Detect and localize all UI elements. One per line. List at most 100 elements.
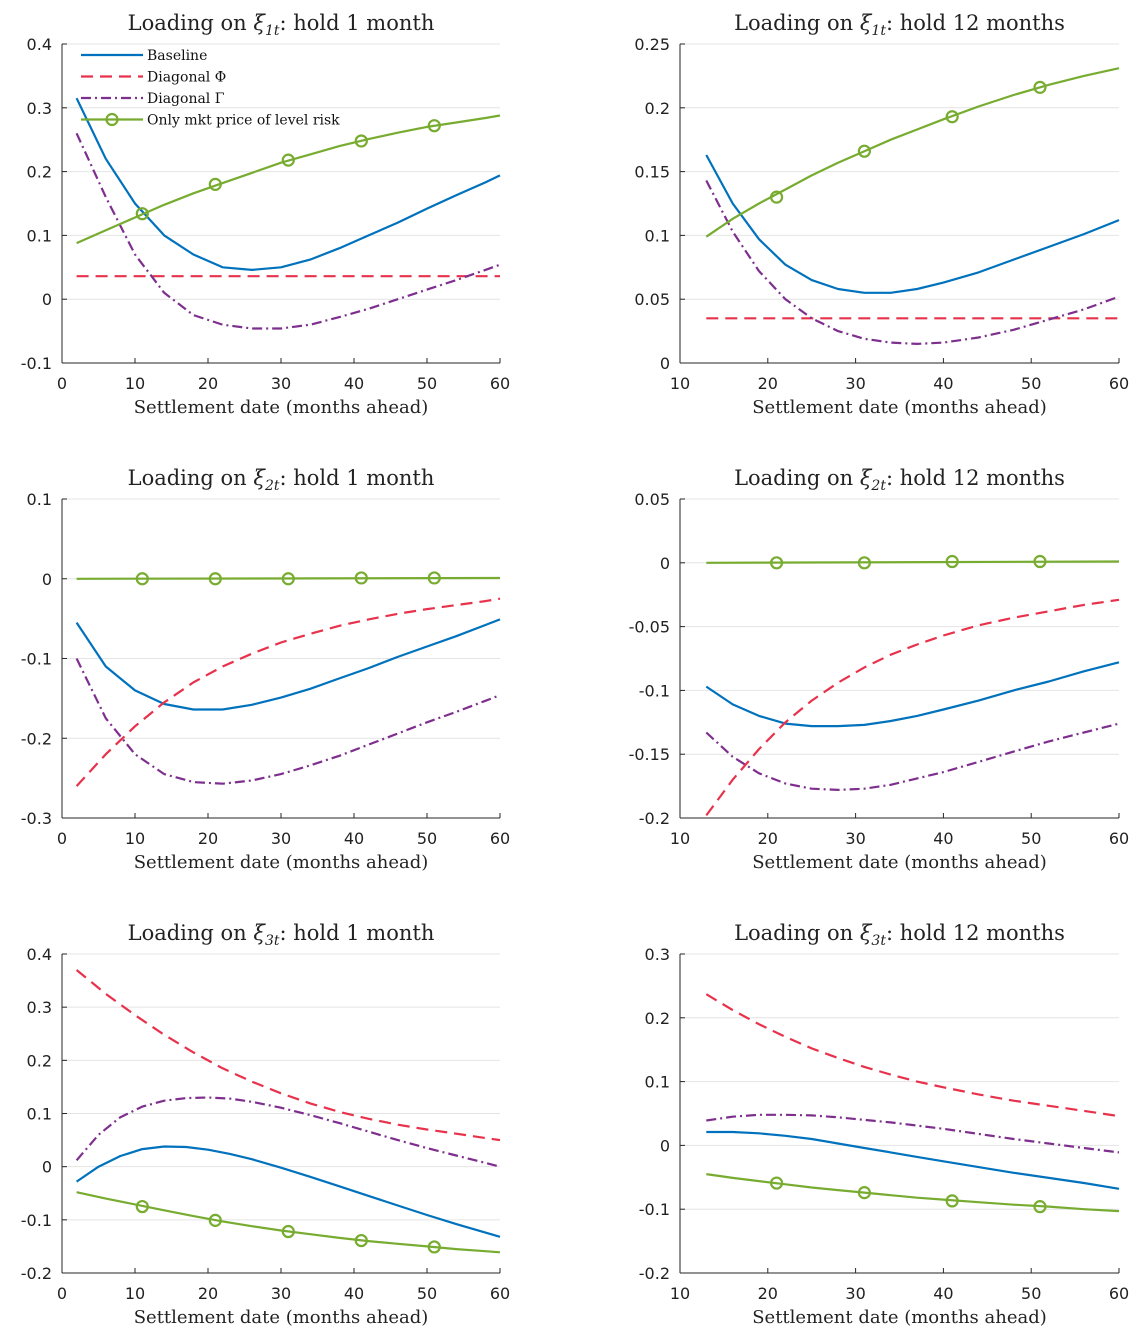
y-tick-label: 0 (660, 554, 670, 573)
x-tick-label: 10 (125, 1284, 145, 1303)
series-line (705, 598, 1120, 817)
x-tick-label: 50 (417, 374, 437, 393)
y-tick-label: -0.1 (21, 1211, 52, 1230)
x-tick-label: 0 (57, 1284, 67, 1303)
x-tick-label: 20 (758, 829, 778, 848)
series-line (706, 1130, 1120, 1190)
series-line (705, 722, 1120, 792)
y-tick-label: 0 (42, 570, 52, 589)
series-marker (857, 556, 871, 570)
legend-label: Diagonal Φ (147, 70, 226, 86)
x-tick-label: 30 (271, 1284, 291, 1303)
y-tick-label: 0.05 (634, 290, 670, 309)
y-tick-label: 0.4 (27, 945, 52, 964)
series-marker (769, 1176, 784, 1190)
series-marker (208, 1213, 222, 1227)
y-tick-label: 0.1 (645, 1073, 670, 1092)
y-tick-label: -0.2 (21, 729, 52, 748)
x-tick-label: 60 (1109, 829, 1129, 848)
series-line (75, 132, 501, 330)
x-tick-label: 10 (670, 1284, 690, 1303)
series-marker (769, 190, 784, 204)
x-tick-label: 40 (344, 829, 364, 848)
x-tick-label: 40 (933, 829, 953, 848)
y-tick-label: 0.1 (27, 226, 52, 245)
y-tick-label: 0 (660, 354, 670, 373)
y-tick-label: 0.3 (27, 99, 52, 118)
x-tick-label: 10 (670, 374, 690, 393)
series-marker (427, 571, 441, 585)
series-line (76, 114, 501, 245)
series-line (705, 179, 1120, 345)
series-marker (1033, 1200, 1047, 1214)
y-tick-label: -0.2 (639, 809, 670, 828)
x-tick-label: 40 (933, 374, 953, 393)
series-line (705, 154, 1120, 294)
x-tick-label: 50 (1021, 374, 1041, 393)
y-tick-label: 0.2 (27, 1051, 52, 1070)
chart-panel-6: -0.2 -0.1 0 0.1 0.2 0.3 10 20 30 40 50 60 Loading on… (639, 921, 1129, 1328)
x-axis-label: Settlement date (months ahead) (134, 397, 429, 418)
x-tick-label: 40 (933, 1284, 953, 1303)
y-tick-label: 0 (660, 1136, 670, 1155)
series-line (76, 1191, 501, 1254)
series-line (75, 969, 501, 1142)
y-tick-label: 0.3 (645, 945, 670, 964)
y-tick-label: -0.1 (21, 650, 52, 669)
series-line (75, 658, 501, 785)
series-marker (427, 119, 441, 133)
y-tick-label: 0.05 (634, 490, 670, 509)
series-line (705, 993, 1120, 1118)
x-tick-label: 30 (271, 829, 291, 848)
series-line (706, 1173, 1120, 1213)
x-tick-label: 50 (417, 829, 437, 848)
y-tick-label: 0.3 (27, 998, 52, 1017)
series-marker (1033, 80, 1047, 94)
x-tick-label: 60 (490, 1284, 510, 1303)
series-marker (1033, 554, 1047, 569)
chart-title: Loading on ξ1t: hold 12 months (734, 11, 1065, 39)
y-tick-label: -0.2 (639, 1264, 670, 1283)
y-tick-label: -0.15 (629, 745, 670, 764)
x-tick-label: 40 (344, 1284, 364, 1303)
y-tick-label: 0.1 (645, 226, 670, 245)
y-tick-label: -0.3 (21, 809, 52, 828)
x-tick-label: 60 (490, 374, 510, 393)
y-tick-label: -0.2 (21, 1264, 52, 1283)
y-tick-label: 0 (42, 1158, 52, 1177)
x-tick-label: 40 (344, 374, 364, 393)
x-tick-label: 10 (125, 829, 145, 848)
series-marker (945, 554, 959, 569)
chart-title: Loading on ξ2t: hold 1 month (128, 466, 435, 494)
chart-title: Loading on ξ2t: hold 12 months (734, 466, 1065, 494)
x-axis-label: Settlement date (months ahead) (752, 1307, 1047, 1328)
series-marker (281, 572, 295, 586)
legend-label: Diagonal Γ (147, 91, 225, 107)
series-marker (857, 1186, 871, 1200)
x-tick-label: 0 (57, 374, 67, 393)
x-tick-label: 60 (1109, 1284, 1129, 1303)
series-marker (281, 1224, 295, 1239)
x-tick-label: 60 (490, 829, 510, 848)
series-marker (769, 556, 784, 570)
y-tick-label: 0.1 (27, 490, 52, 509)
series-marker (354, 134, 368, 148)
y-tick-label: 0.2 (645, 99, 670, 118)
chart-title: Loading on ξ3t: hold 12 months (734, 921, 1065, 949)
x-tick-label: 30 (845, 1284, 865, 1303)
y-tick-label: 0.1 (27, 1105, 52, 1124)
x-tick-label: 30 (845, 829, 865, 848)
series-marker (857, 144, 871, 158)
series-line (75, 597, 501, 787)
x-tick-label: 50 (417, 1284, 437, 1303)
y-tick-label: 0.2 (645, 1009, 670, 1028)
legend-label: Baseline (147, 48, 207, 64)
series-marker (354, 571, 368, 585)
chart-panel-5: -0.2 -0.1 0 0.1 0.2 0.3 0.4 0 10 20 30 40 50 60 Loadin… (21, 921, 510, 1328)
series-marker (135, 1199, 149, 1214)
series-line (705, 67, 1120, 238)
series-line (706, 1113, 1120, 1154)
x-tick-label: 50 (1021, 829, 1041, 848)
chart-panel-1: -0.1 0 0.1 0.2 0.3 0.4 0 10 20 30 40 50 60 Loading on… (21, 11, 510, 418)
y-tick-label: 0.2 (27, 163, 52, 182)
